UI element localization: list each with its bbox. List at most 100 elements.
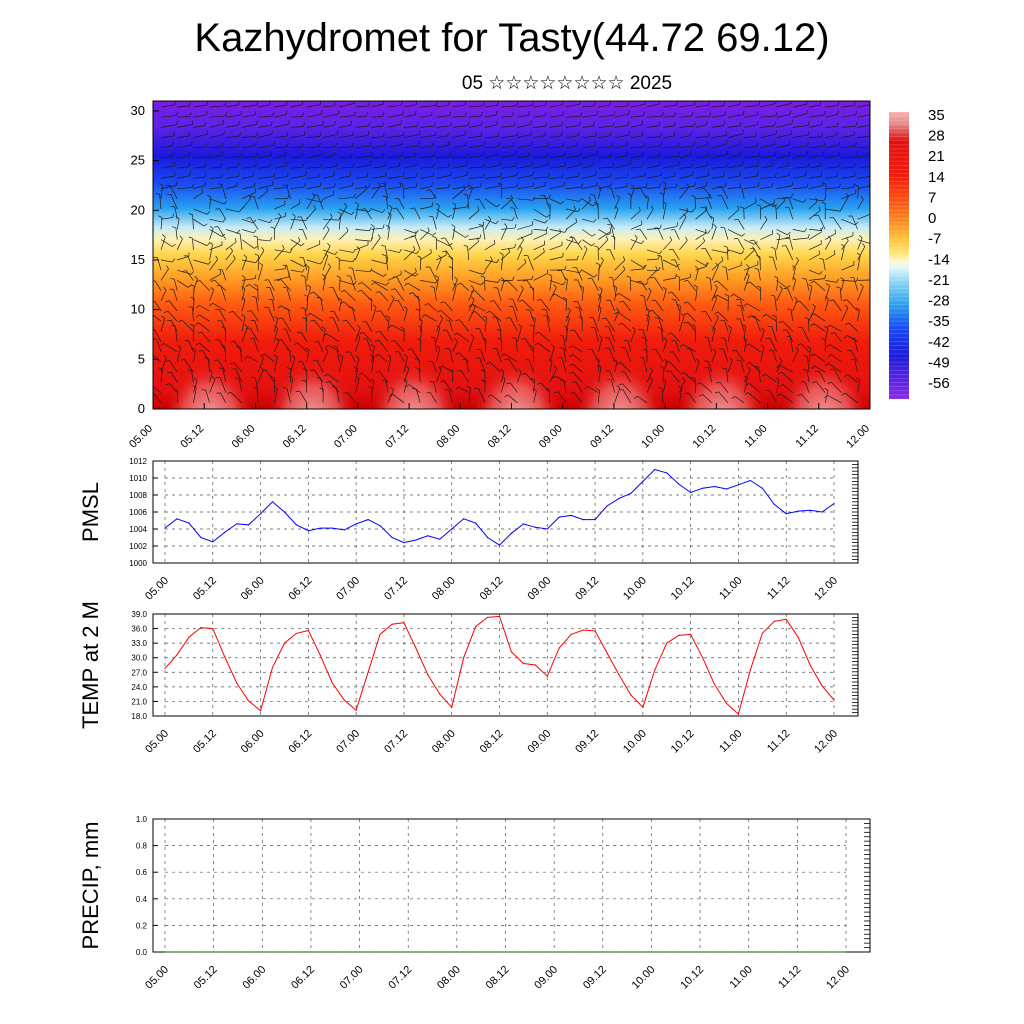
wind-barb-flag	[658, 267, 661, 271]
wind-barb-flag	[733, 237, 738, 240]
wind-barb-flag	[241, 152, 243, 157]
wind-barb-flag	[177, 345, 181, 348]
wind-barb-flag	[427, 227, 430, 232]
wind-barb	[765, 373, 777, 383]
wind-barb-flag	[827, 354, 832, 358]
wind-barb	[549, 165, 566, 169]
wind-barb-flag	[563, 181, 565, 186]
wind-barb	[258, 176, 274, 179]
wind-barb-flag	[771, 182, 774, 187]
wind-barb	[193, 166, 206, 169]
wind-barb-flag	[487, 394, 492, 398]
wind-barb-flag	[221, 326, 226, 329]
wind-barb-flag	[195, 314, 200, 318]
wind-barb	[657, 227, 664, 240]
wind-barb-flag	[739, 151, 741, 156]
data-point	[510, 532, 513, 534]
wind-barb	[857, 199, 864, 210]
wind-barb-flag	[561, 121, 564, 126]
wind-barb-flag	[694, 266, 699, 270]
wind-barb-flag	[348, 306, 353, 308]
wind-barb-flag	[481, 121, 483, 126]
wind-barb-flag	[480, 275, 485, 278]
data-point	[343, 699, 345, 701]
wind-barb	[841, 114, 856, 118]
wind-barb	[646, 258, 659, 261]
wind-barb-flag	[414, 295, 419, 298]
y-tick-label: 39.0	[131, 610, 147, 619]
wind-barb	[306, 186, 321, 189]
wind-barb	[355, 164, 371, 169]
wind-barb-flag	[164, 310, 169, 313]
wind-barb-flag	[811, 365, 815, 369]
wind-barb	[433, 287, 437, 301]
data-point	[498, 544, 501, 546]
wind-barb-flag	[448, 256, 453, 259]
wind-barb	[209, 371, 213, 383]
data-point	[200, 536, 202, 539]
wind-barb	[834, 332, 842, 342]
wind-barb-flag	[368, 386, 373, 389]
wind-barb	[790, 336, 794, 352]
warm-cell	[679, 340, 764, 409]
wind-barb-flag	[450, 121, 453, 126]
wind-barb	[501, 218, 513, 221]
wind-barb	[355, 204, 359, 220]
wind-barb-flag	[594, 201, 599, 204]
wind-barb-flag	[269, 219, 273, 223]
wind-barb	[582, 185, 597, 189]
wind-barb-flag	[552, 375, 556, 379]
x-tick-label: 09.00	[525, 728, 553, 756]
wind-barb-flag	[547, 142, 550, 147]
wind-barb-flag	[824, 110, 826, 115]
wind-barb-flag	[675, 183, 678, 188]
wind-barb-flag	[544, 219, 548, 224]
wind-barb-flag	[837, 101, 840, 106]
wind-barb-flag	[273, 172, 276, 177]
wind-barb-flag	[206, 242, 211, 246]
wind-barb-flag	[674, 172, 676, 177]
wind-barb-flag	[873, 121, 874, 125]
wind-barb-flag	[627, 192, 632, 196]
wind-barb	[192, 214, 194, 230]
wind-barb-flag	[514, 223, 517, 229]
wind-barb-flag	[571, 381, 576, 383]
wind-barb-flag	[266, 187, 269, 192]
wind-barb	[565, 164, 581, 169]
wind-barb-flag	[251, 376, 256, 379]
data-point	[391, 536, 393, 539]
wind-barb-flag	[532, 182, 535, 187]
wind-barb-flag	[321, 274, 326, 277]
wind-barb-flag	[374, 339, 380, 342]
wind-barb-flag	[579, 161, 582, 166]
wind-barb-flag	[302, 163, 304, 168]
wind-barb-flag	[254, 245, 258, 249]
wind-barb	[853, 277, 858, 291]
x-tick-label: 05.12	[191, 575, 219, 603]
data-point	[510, 651, 513, 653]
wind-barb-flag	[204, 121, 206, 126]
wind-barb	[225, 185, 237, 189]
wind-barb	[716, 294, 729, 302]
wind-barb-flag	[327, 242, 331, 247]
wind-barb	[517, 144, 532, 149]
wind-barb	[610, 187, 615, 199]
wind-barb	[371, 145, 386, 149]
wind-barb	[674, 229, 680, 240]
y-tick-label: 1012	[129, 457, 147, 466]
wind-barb-flag	[613, 111, 616, 116]
wind-barb-flag	[214, 359, 219, 361]
data-point	[737, 484, 740, 486]
x-tick-label: 05.00	[127, 423, 155, 451]
wind-barb	[711, 351, 717, 363]
wind-barb	[306, 154, 322, 159]
wind-barb	[436, 187, 449, 189]
wind-barb	[744, 175, 758, 179]
wind-barb	[801, 393, 810, 404]
data-point	[590, 951, 592, 953]
wind-barb	[361, 372, 372, 383]
wind-barb-flag	[564, 265, 567, 270]
wind-barb-flag	[615, 293, 620, 296]
wind-barb-flag	[744, 375, 748, 379]
wind-barb	[160, 239, 173, 247]
